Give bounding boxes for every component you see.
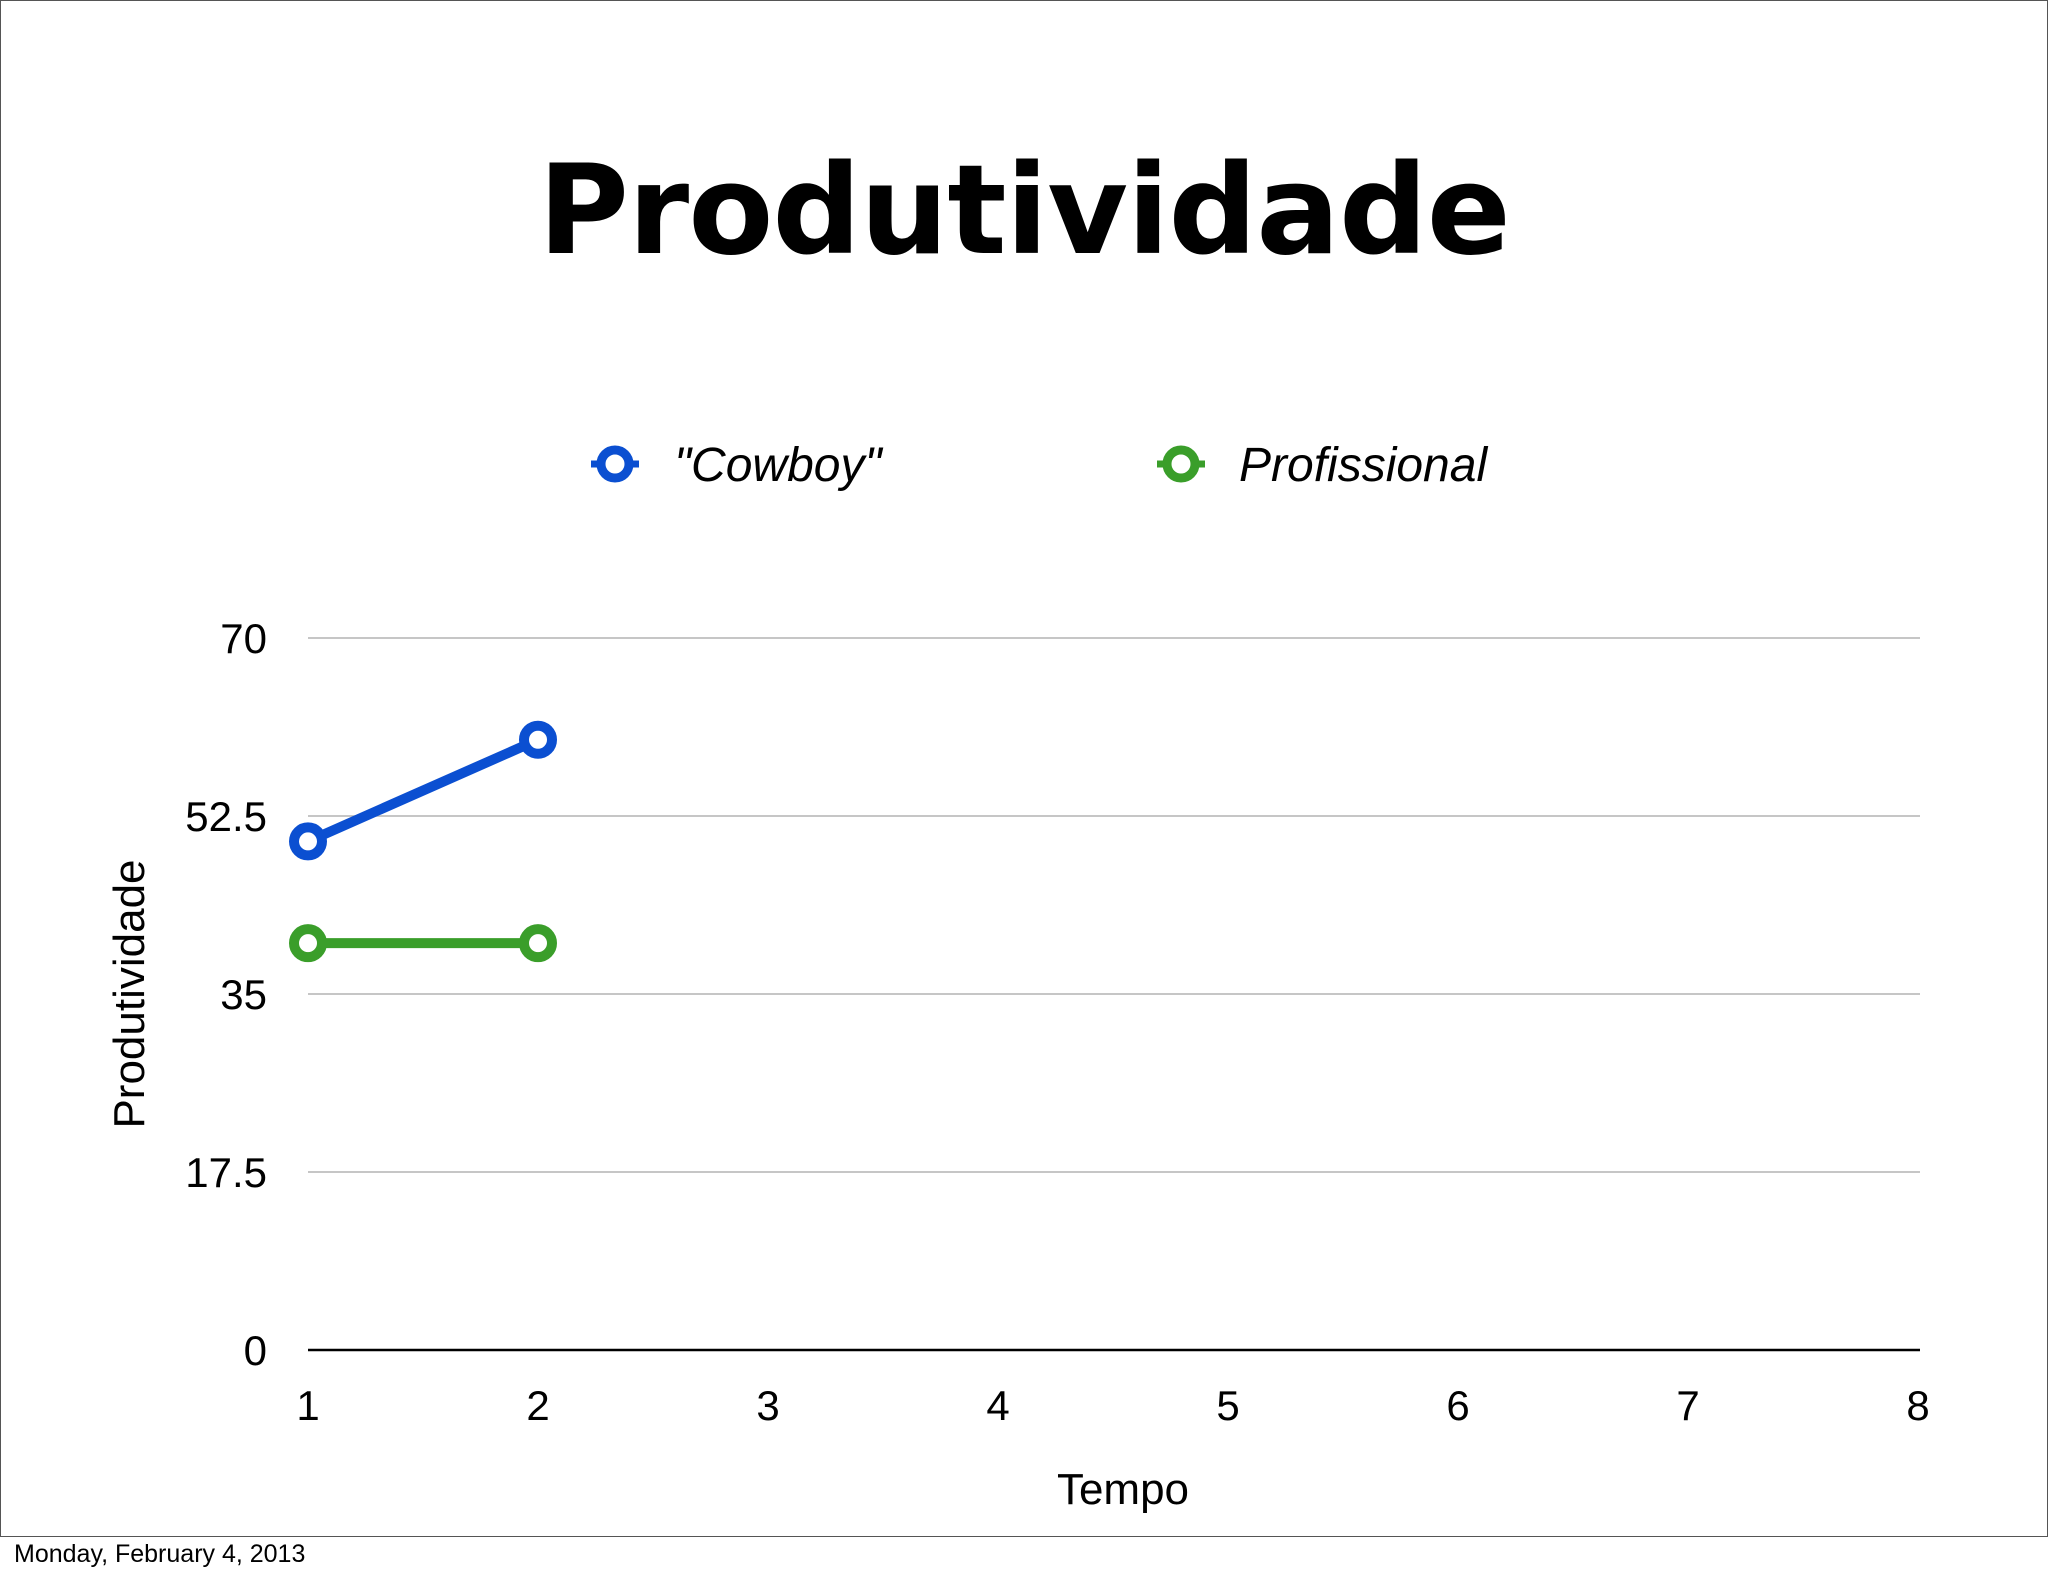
x-tick-label: 6 [1446, 1382, 1469, 1429]
x-tick-label: 5 [1216, 1382, 1239, 1429]
series-point [289, 822, 327, 861]
x-tick-label: 1 [296, 1382, 319, 1429]
slide: Produtividade "Cowboy" Profissional 0 17.5… [0, 0, 2048, 1537]
x-tick-label: 7 [1676, 1382, 1699, 1429]
series-point [289, 924, 327, 963]
series-point [519, 720, 557, 759]
series-line [303, 734, 543, 847]
y-axis-ticks: 0 17.5 35 52.5 70 [185, 615, 267, 1374]
axis-titles: Tempo Produtividade [105, 859, 1189, 1514]
chart-legend: "Cowboy" Profissional [591, 439, 1488, 492]
series-point [519, 924, 557, 963]
y-axis-title: Produtividade [105, 859, 154, 1128]
legend-label: Profissional [1239, 439, 1488, 492]
x-tick-label: 3 [756, 1382, 779, 1429]
footer-date: Monday, February 4, 2013 [14, 1540, 306, 1568]
y-tick-label: 0 [244, 1327, 267, 1374]
slide-title: Produtividade [538, 139, 1511, 283]
y-tick-label: 35 [220, 971, 267, 1018]
y-tick-label: 70 [220, 615, 267, 662]
x-tick-label: 4 [986, 1382, 1009, 1429]
chart-gridlines [308, 637, 1920, 1352]
line-chart: "Cowboy" Profissional 0 17.5 35 52.5 70 1 2 3 4 5… [105, 439, 1930, 1514]
x-tick-label: 2 [526, 1382, 549, 1429]
legend-swatch-marker [1162, 445, 1200, 483]
y-tick-label: 17.5 [185, 1149, 267, 1196]
x-axis-title: Tempo [1057, 1465, 1189, 1514]
y-tick-label: 52.5 [185, 793, 267, 840]
x-tick-label: 8 [1906, 1382, 1929, 1429]
legend-swatch-marker [596, 445, 634, 483]
legend-label: "Cowboy" [674, 439, 883, 492]
x-axis-ticks: 1 2 3 4 5 6 7 8 [296, 1382, 1929, 1429]
chart-series [289, 720, 557, 963]
